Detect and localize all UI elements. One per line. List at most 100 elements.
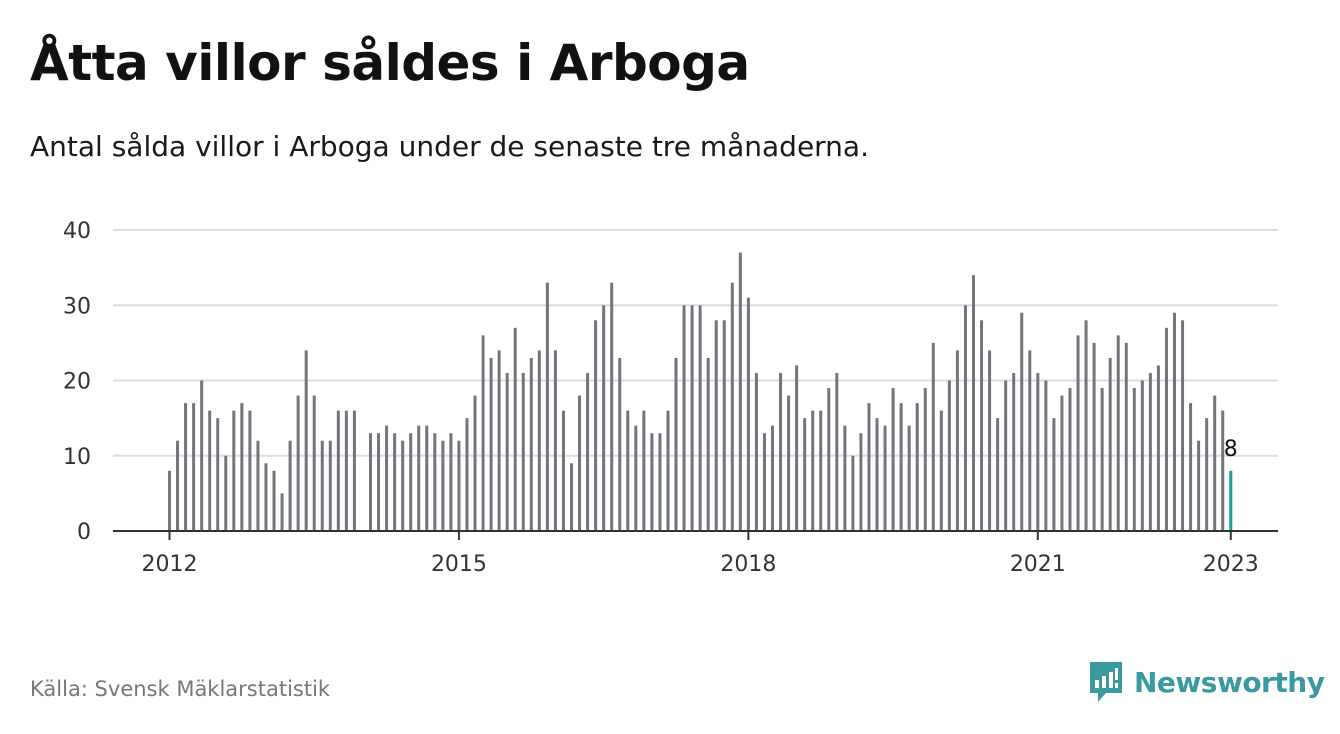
bar — [674, 357, 678, 531]
bar — [666, 410, 670, 531]
bar — [561, 410, 565, 531]
x-tick-label: 2012 — [142, 552, 198, 577]
bar — [401, 440, 405, 531]
bar — [730, 282, 734, 531]
bar — [256, 440, 260, 531]
bar — [795, 365, 799, 531]
bar — [875, 418, 879, 532]
bar — [352, 410, 356, 531]
bar — [497, 350, 501, 531]
bar — [168, 470, 171, 531]
newsworthy-logo-icon — [1090, 662, 1122, 702]
bar — [714, 320, 718, 531]
bar — [176, 440, 180, 531]
y-tick-label: 0 — [77, 520, 91, 545]
bar — [899, 403, 903, 531]
bar — [336, 410, 340, 531]
bar — [489, 357, 493, 531]
bar — [1221, 410, 1225, 531]
bar — [610, 282, 614, 531]
bar — [473, 395, 477, 531]
brand-logo: Newsworthy — [1088, 660, 1325, 704]
bar — [859, 433, 863, 531]
x-tick-label: 2018 — [720, 552, 776, 577]
bar — [682, 305, 686, 531]
bar — [706, 357, 710, 531]
bar — [216, 418, 220, 532]
bar — [722, 320, 726, 531]
bar — [1044, 380, 1048, 531]
x-tick-label: 2015 — [431, 552, 487, 577]
x-tick-label: 2023 — [1203, 552, 1259, 577]
bar — [738, 252, 742, 531]
bar — [602, 305, 606, 531]
chart-subtitle: Antal sålda villor i Arboga under de sen… — [30, 130, 869, 163]
bar — [690, 305, 694, 531]
bar — [328, 440, 332, 531]
bar — [931, 342, 935, 532]
bar — [1197, 440, 1201, 531]
bar — [200, 380, 204, 531]
bar — [296, 395, 300, 531]
bar — [867, 403, 871, 531]
bar — [779, 372, 783, 531]
bar — [1100, 388, 1104, 531]
bar — [1012, 372, 1016, 531]
bar-highlight — [1229, 470, 1233, 531]
bar — [698, 305, 702, 531]
bar — [280, 493, 284, 532]
bar — [843, 425, 847, 531]
bar — [787, 395, 791, 531]
bar — [272, 470, 276, 531]
bar — [819, 410, 823, 531]
bar — [955, 350, 959, 531]
bar — [980, 320, 984, 531]
bar — [553, 350, 557, 531]
bar-chart: 0 10 20 30 40 2012 2015 2018 2021 2023 8 — [63, 219, 1278, 577]
bar — [762, 433, 766, 531]
bar — [1181, 320, 1185, 531]
bar — [425, 425, 429, 531]
bar — [939, 410, 943, 531]
bar — [811, 410, 815, 531]
bar — [746, 297, 750, 531]
bar — [344, 410, 348, 531]
bar — [232, 410, 236, 531]
bar — [891, 388, 895, 531]
bar — [835, 372, 839, 531]
bar — [570, 463, 573, 531]
bar — [972, 275, 975, 531]
bar — [963, 305, 967, 531]
bar — [626, 410, 630, 531]
bar — [409, 433, 413, 531]
bar — [1084, 320, 1088, 531]
x-tick-label: 2021 — [1010, 552, 1066, 577]
bar — [1108, 357, 1112, 531]
bar — [1036, 372, 1040, 531]
y-tick-label: 20 — [63, 370, 91, 395]
bar — [883, 425, 887, 531]
bar — [433, 433, 437, 531]
bar — [947, 380, 951, 531]
bar — [642, 410, 646, 531]
bar — [618, 357, 622, 531]
bar — [1116, 335, 1120, 531]
bar — [1060, 395, 1064, 531]
bar — [634, 425, 638, 531]
bar — [1092, 342, 1096, 532]
bar — [312, 395, 316, 531]
bar — [907, 425, 911, 531]
bar — [264, 463, 268, 531]
bar — [449, 433, 453, 531]
bar — [988, 350, 992, 531]
bar — [377, 433, 381, 531]
bar — [1213, 395, 1217, 531]
bar — [586, 372, 590, 531]
y-tick-label: 30 — [63, 294, 91, 319]
bar — [1124, 342, 1128, 532]
bar — [1189, 403, 1193, 531]
bar — [457, 440, 461, 531]
bar — [184, 403, 188, 531]
bar — [1068, 388, 1072, 531]
bar — [1004, 380, 1008, 531]
